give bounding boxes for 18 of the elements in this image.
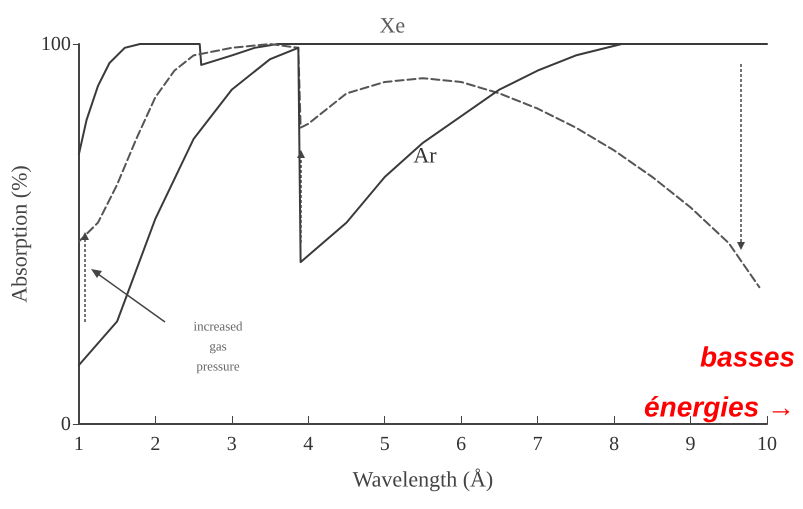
annotation: basses énergies →	[644, 342, 795, 422]
annotation: increased gas pressure	[193, 318, 244, 374]
y-axis-title: Absorption (%)	[6, 165, 32, 303]
x-tick-label: 8	[609, 433, 620, 455]
x-tick-label: 3	[226, 433, 237, 455]
x-tick-label: 4	[303, 433, 314, 455]
x-tick-label: 1	[74, 433, 84, 455]
x-tick-label: 9	[686, 433, 696, 455]
y-tick-label: 100	[40, 33, 71, 55]
y-tick-label: 0	[60, 413, 71, 435]
x-tick-label: 10	[757, 433, 777, 455]
x-tick-label: 5	[380, 433, 390, 455]
x-tick-label: 2	[150, 433, 160, 455]
annotation: Ar	[413, 142, 438, 168]
x-axis-title: Wavelength (Å)	[352, 466, 494, 492]
x-tick-label: 7	[532, 433, 543, 455]
annotation: Xe	[380, 12, 406, 38]
x-tick-label: 6	[456, 433, 466, 455]
